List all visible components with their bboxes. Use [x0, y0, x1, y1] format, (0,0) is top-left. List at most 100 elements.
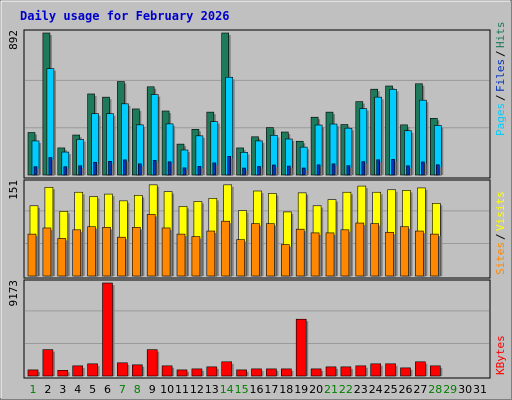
bar-kbytes: [221, 361, 232, 377]
bar-kbytes: [236, 369, 247, 377]
bar-kbytes: [280, 368, 292, 377]
bar-pages-shadow: [259, 168, 263, 175]
bar-sites: [295, 228, 305, 277]
day-label: 26: [399, 383, 413, 396]
bar-pages: [167, 161, 172, 176]
day-label: 2: [44, 383, 51, 396]
panel-kbytes: [23, 279, 491, 379]
bar-kbytes: [325, 366, 337, 377]
bar-pages: [391, 159, 395, 176]
legend-separator: /: [494, 94, 507, 101]
day-label: 17: [264, 383, 278, 396]
bar-sites: [415, 230, 424, 277]
legend-sites: Sites: [494, 242, 507, 275]
day-label: 20: [309, 383, 323, 396]
bar-pages-shadow: [50, 159, 54, 175]
bar-pages-shadow: [95, 164, 99, 175]
bar-sites: [385, 231, 394, 277]
bar-pages: [361, 161, 366, 176]
day-label: 4: [74, 383, 81, 396]
bar-pages: [257, 166, 261, 176]
bar-sites: [370, 223, 380, 277]
day-label: 29: [443, 383, 457, 396]
bar-kbytes: [42, 349, 54, 377]
bar-sites: [310, 232, 320, 277]
bar-sites: [102, 227, 111, 277]
day-label: 18: [279, 383, 293, 396]
bar-pages-shadow: [185, 169, 188, 175]
bar-sites: [161, 227, 171, 277]
bar-sites: [400, 226, 409, 277]
bar-pages: [286, 165, 291, 176]
bar-pages-shadow: [65, 168, 69, 175]
panel-frame: [23, 279, 491, 379]
bar-pages-shadow: [274, 166, 278, 175]
day-label: 5: [89, 383, 96, 396]
day-label: 13: [205, 383, 219, 396]
x-axis-day-labels: 1 2 3 4 5 6 7 8 9 10 11 12 13 14 15 16 17 18 19 20 21 22 23 24 2…: [30, 383, 488, 396]
bar-pages: [242, 167, 246, 176]
bar-pages: [301, 167, 306, 176]
bar-pages: [346, 165, 351, 176]
bar-sites: [27, 233, 37, 277]
bar-kbytes: [385, 363, 396, 377]
bar-pages: [152, 160, 157, 176]
chart-title: Daily usage for February 2026: [20, 9, 230, 23]
bar-kbytes: [146, 349, 158, 377]
bar-pages-shadow: [438, 166, 442, 175]
day-label: 24: [369, 383, 383, 396]
day-label: 21: [324, 383, 338, 396]
bar-pages-shadow: [170, 163, 174, 175]
bar-kbytes: [117, 362, 128, 377]
bar-pages-shadow: [289, 168, 293, 175]
day-label: 23: [354, 383, 368, 396]
bar-pages: [123, 159, 127, 176]
bar-pages: [212, 162, 217, 176]
bar-kbytes: [191, 368, 203, 377]
legend-separator: /: [494, 233, 507, 240]
bar-kbytes: [206, 366, 218, 377]
bar-kbytes: [27, 369, 39, 377]
legend-pages: Pages: [494, 103, 507, 136]
bar-kbytes: [295, 318, 307, 377]
day-label: 7: [119, 383, 126, 396]
bar-sites: [236, 239, 245, 277]
day-label: 9: [149, 383, 156, 396]
bar-pages-shadow: [408, 167, 412, 175]
bar-sites: [251, 223, 260, 277]
day-label: 3: [59, 383, 66, 396]
bar-pages-shadow: [348, 167, 352, 175]
y-max-label-visits: 151: [7, 180, 20, 200]
bar-sites: [176, 233, 186, 277]
bar-sites: [57, 238, 67, 277]
bar-sites: [206, 230, 216, 277]
bar-sites: [325, 232, 335, 277]
bar-pages-shadow: [304, 169, 308, 175]
day-label: 30: [458, 383, 472, 396]
day-label: 8: [134, 383, 141, 396]
bar-pages-shadow: [423, 163, 427, 175]
y-max-label-kbytes: 9173: [7, 280, 20, 307]
bar-kbytes: [340, 366, 352, 377]
bar-sites: [280, 244, 290, 277]
bar-kbytes: [415, 361, 426, 377]
legend-files: Files: [494, 59, 507, 92]
bar-pages: [33, 166, 38, 176]
bar-kbytes: [370, 363, 382, 377]
day-label: 10: [160, 383, 174, 396]
legend-separator: /: [494, 50, 507, 57]
bar-kbytes: [132, 364, 143, 377]
bar-sites: [132, 227, 141, 277]
bar-sites: [146, 214, 156, 277]
legend-hits: Hits: [494, 22, 507, 49]
day-label: 27: [413, 383, 427, 396]
day-label: 19: [294, 383, 308, 396]
bar-pages: [108, 161, 112, 176]
bar-kbytes: [310, 368, 322, 377]
bar-pages-shadow: [140, 165, 144, 175]
day-label: 6: [104, 383, 111, 396]
bar-pages: [421, 161, 425, 176]
bar-pages-shadow: [80, 167, 84, 175]
bar-pages-shadow: [214, 164, 218, 175]
